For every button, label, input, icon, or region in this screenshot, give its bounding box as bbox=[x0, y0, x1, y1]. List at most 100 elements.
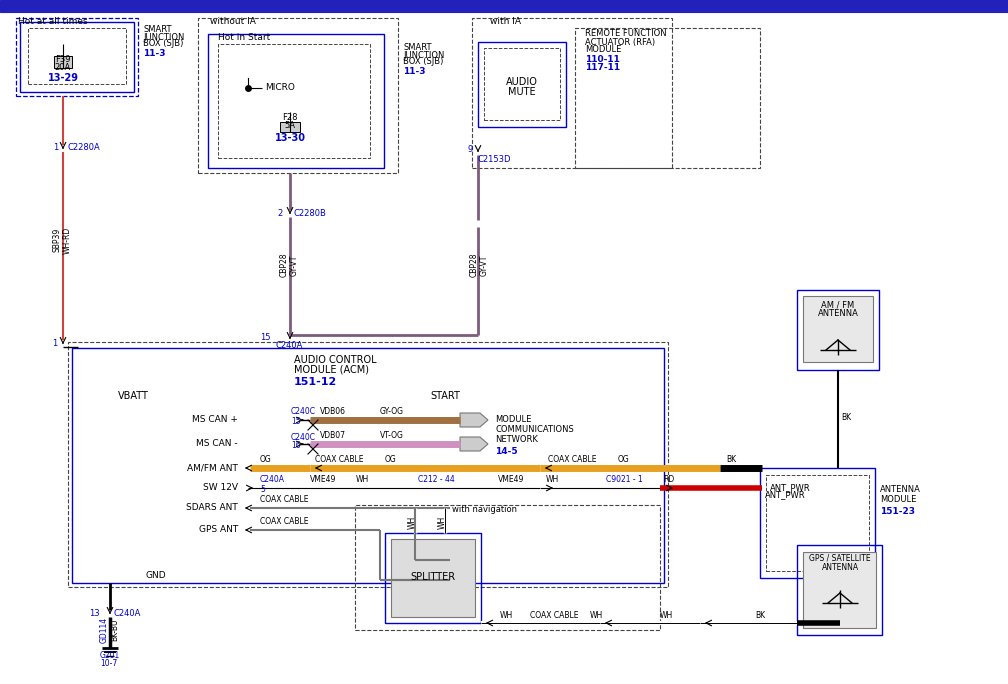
Text: COAX CABLE: COAX CABLE bbox=[530, 611, 579, 620]
Text: SBP39: SBP39 bbox=[53, 228, 62, 252]
Text: WH-RD: WH-RD bbox=[62, 226, 72, 254]
Text: OG: OG bbox=[618, 456, 630, 464]
Text: 1: 1 bbox=[51, 339, 57, 347]
Text: C2280A: C2280A bbox=[68, 144, 101, 153]
Text: 11-3: 11-3 bbox=[403, 68, 425, 77]
Bar bbox=[797, 290, 879, 370]
Text: WH: WH bbox=[660, 611, 673, 620]
Bar bbox=[280, 122, 300, 132]
Text: GY-VT: GY-VT bbox=[290, 254, 299, 276]
Text: BK: BK bbox=[841, 414, 851, 423]
Text: F28: F28 bbox=[282, 114, 297, 122]
Bar bbox=[472, 18, 672, 168]
Text: VDB07: VDB07 bbox=[320, 432, 346, 440]
Text: BOX (SJB): BOX (SJB) bbox=[403, 57, 444, 66]
Text: RD: RD bbox=[663, 475, 674, 484]
Text: ANT_PWR: ANT_PWR bbox=[770, 484, 810, 492]
Text: C240C: C240C bbox=[291, 408, 316, 417]
Text: COAX CABLE: COAX CABLE bbox=[548, 456, 597, 464]
Text: COMMUNICATIONS: COMMUNICATIONS bbox=[495, 425, 574, 434]
Text: GPS / SATELLITE: GPS / SATELLITE bbox=[809, 553, 871, 562]
Text: COAX CABLE: COAX CABLE bbox=[314, 456, 364, 464]
Text: 5A: 5A bbox=[284, 122, 295, 131]
Text: OG: OG bbox=[260, 456, 272, 464]
Bar bbox=[803, 552, 876, 628]
Text: GPS ANT: GPS ANT bbox=[199, 525, 238, 534]
Text: 10-7: 10-7 bbox=[100, 659, 117, 668]
Text: SMART: SMART bbox=[143, 25, 171, 34]
Bar bbox=[575, 28, 760, 168]
Text: ANTENNA: ANTENNA bbox=[822, 562, 859, 572]
Text: MODULE: MODULE bbox=[880, 495, 916, 505]
Bar bbox=[766, 475, 869, 571]
Text: 13-30: 13-30 bbox=[274, 133, 305, 143]
Text: MODULE (ACM): MODULE (ACM) bbox=[294, 365, 369, 375]
Text: ANTENNA: ANTENNA bbox=[817, 309, 859, 319]
Bar bbox=[54, 56, 72, 68]
Text: AUDIO: AUDIO bbox=[506, 77, 538, 87]
Text: MODULE: MODULE bbox=[585, 46, 621, 55]
Text: BK: BK bbox=[726, 456, 736, 464]
Text: C240A: C240A bbox=[260, 475, 285, 484]
Text: 11-3: 11-3 bbox=[143, 49, 165, 57]
Bar bbox=[391, 539, 475, 617]
Text: AM/FM ANT: AM/FM ANT bbox=[187, 464, 238, 473]
Text: 20A: 20A bbox=[54, 62, 72, 72]
Text: BOX (SJB): BOX (SJB) bbox=[143, 40, 183, 49]
Text: 13: 13 bbox=[90, 609, 100, 618]
Text: with navigation: with navigation bbox=[452, 505, 517, 514]
Text: START: START bbox=[430, 391, 460, 401]
Text: 14-5: 14-5 bbox=[495, 447, 518, 456]
Bar bbox=[68, 342, 668, 587]
Text: C240A: C240A bbox=[114, 609, 141, 618]
Text: with IA: with IA bbox=[490, 18, 521, 27]
Text: C2280B: C2280B bbox=[294, 209, 327, 218]
Text: 15: 15 bbox=[260, 334, 271, 343]
Text: 5: 5 bbox=[260, 486, 265, 495]
Text: VME49: VME49 bbox=[498, 475, 524, 484]
Bar bbox=[28, 28, 126, 84]
Text: G201: G201 bbox=[100, 650, 120, 659]
Bar bbox=[797, 545, 882, 635]
Text: 151-12: 151-12 bbox=[294, 377, 338, 387]
Text: COAX CABLE: COAX CABLE bbox=[260, 518, 308, 527]
Polygon shape bbox=[460, 437, 488, 451]
Text: GY-OG: GY-OG bbox=[380, 408, 404, 417]
Text: MICRO: MICRO bbox=[265, 83, 295, 92]
Bar bbox=[208, 34, 384, 168]
Text: OG: OG bbox=[385, 456, 397, 464]
Bar bbox=[72, 348, 664, 583]
Text: WH: WH bbox=[500, 611, 513, 620]
Bar bbox=[0, 0, 1008, 12]
Bar bbox=[484, 48, 560, 120]
Bar bbox=[478, 42, 566, 127]
Text: BK-BU: BK-BU bbox=[110, 619, 119, 642]
Text: F39: F39 bbox=[55, 55, 71, 64]
Text: VT-OG: VT-OG bbox=[380, 432, 404, 440]
Text: GND: GND bbox=[145, 570, 165, 579]
Text: MUTE: MUTE bbox=[508, 87, 536, 97]
Text: 1: 1 bbox=[52, 144, 58, 153]
Text: SPLITTER: SPLITTER bbox=[410, 572, 456, 582]
Text: WH: WH bbox=[408, 515, 417, 529]
Text: 9: 9 bbox=[468, 146, 473, 155]
Text: MS CAN -: MS CAN - bbox=[197, 440, 238, 449]
Text: VBATT: VBATT bbox=[118, 391, 149, 401]
Text: 15: 15 bbox=[291, 417, 300, 425]
Bar bbox=[385, 533, 481, 623]
Text: REMOTE FUNCTION: REMOTE FUNCTION bbox=[585, 29, 666, 38]
Text: WH: WH bbox=[438, 515, 447, 529]
Text: C240A: C240A bbox=[276, 341, 303, 350]
Text: JUNCTION: JUNCTION bbox=[403, 51, 445, 60]
Text: NETWORK: NETWORK bbox=[495, 436, 538, 445]
Text: ACTUATOR (RFA): ACTUATOR (RFA) bbox=[585, 38, 655, 47]
Text: BK: BK bbox=[755, 611, 765, 620]
Bar bbox=[760, 468, 875, 578]
Text: VDB06: VDB06 bbox=[320, 408, 346, 417]
Text: AM / FM: AM / FM bbox=[822, 300, 855, 309]
Bar bbox=[355, 505, 660, 630]
Text: C212 - 44: C212 - 44 bbox=[418, 475, 455, 484]
Text: WH: WH bbox=[590, 611, 603, 620]
Text: 16: 16 bbox=[291, 441, 300, 451]
Text: MS CAN +: MS CAN + bbox=[193, 415, 238, 425]
